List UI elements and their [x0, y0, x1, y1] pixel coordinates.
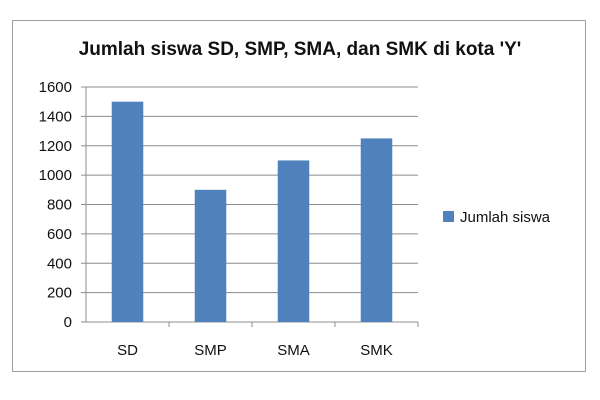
legend-swatch [443, 211, 454, 222]
x-axis: SD SMP SMA SMK [117, 322, 419, 359]
chart-title: Jumlah siswa SD, SMP, SMA, dan SMK di ko… [79, 39, 522, 60]
x-tick-label: SD [117, 342, 138, 359]
bar-sma [277, 160, 310, 322]
y-tick-label: 0 [64, 314, 72, 331]
x-tick-label: SMA [277, 342, 310, 359]
y-tick-label: 1400 [39, 108, 72, 125]
x-tick-label: SMK [360, 342, 393, 359]
y-tick-label: 400 [47, 255, 72, 272]
x-tick-label: SMP [194, 342, 227, 359]
y-tick-label: 600 [47, 226, 72, 243]
bar-sd [111, 101, 144, 322]
bar-smk [360, 138, 393, 322]
y-tick-label: 1200 [39, 138, 72, 155]
bars [111, 101, 393, 322]
legend: Jumlah siswa [443, 209, 551, 226]
y-tick-label: 1600 [39, 79, 72, 96]
y-tick-label: 800 [47, 197, 72, 214]
y-tick-label: 200 [47, 285, 72, 302]
y-tick-label: 1000 [39, 167, 72, 184]
legend-label: Jumlah siswa [460, 209, 551, 226]
bar-smp [194, 189, 227, 322]
